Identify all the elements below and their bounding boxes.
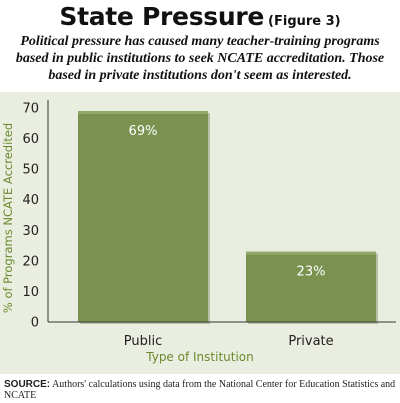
y-tick-label: 70 [22, 102, 39, 117]
source-text: Authors' calculations using data from th… [4, 379, 396, 401]
chart-subtitle: Political pressure has caused many teach… [15, 34, 385, 83]
bar [246, 251, 376, 322]
chart-title: State Pressure [59, 2, 265, 31]
source-note: SOURCE: Authors' calculations using data… [4, 379, 398, 401]
y-tick-label: 40 [22, 193, 39, 208]
bar-top-edge [246, 251, 376, 255]
y-tick-label: 20 [22, 254, 39, 269]
data-label: 23% [297, 265, 326, 280]
chart-title-row: State Pressure (Figure 3) [0, 0, 400, 34]
y-tick-label: 50 [22, 163, 39, 178]
y-tick-label: 30 [22, 224, 39, 239]
figure-label: (Figure 3) [268, 14, 341, 29]
y-tick-label: 10 [22, 285, 39, 300]
x-axis-label: Type of Institution [145, 350, 254, 364]
y-axis-label: % of Programs NCATE Accredited [1, 123, 15, 313]
y-tick-label: 60 [22, 132, 39, 147]
x-tick-label: Private [288, 334, 333, 349]
bar-top-edge [78, 111, 208, 115]
y-tick-label: 0 [31, 316, 39, 331]
source-label: SOURCE: [4, 379, 51, 390]
x-tick-label: Public [124, 334, 162, 349]
bar [78, 111, 208, 322]
data-label: 69% [129, 124, 158, 139]
